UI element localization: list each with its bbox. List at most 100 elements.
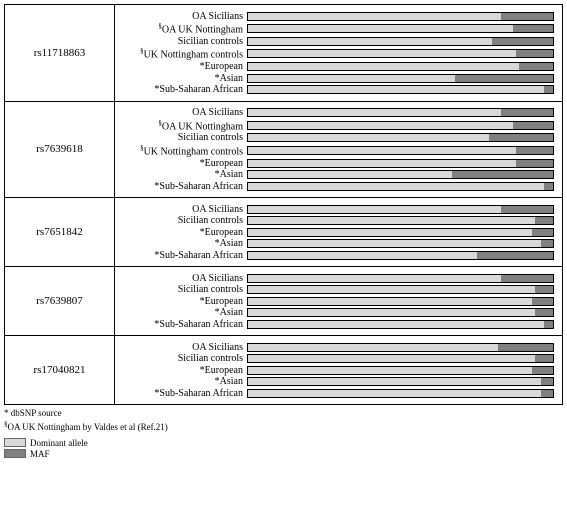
- bar-row: *Asian: [119, 169, 554, 180]
- bar-row: §UK Nottingham controls: [119, 47, 554, 60]
- population-label: *Asian: [119, 169, 247, 180]
- segment-dominant: [248, 38, 492, 45]
- segment-maf: [477, 252, 553, 259]
- population-label: OA Sicilians: [119, 342, 247, 353]
- segment-dominant: [248, 240, 541, 247]
- snp-panel: rs17040821OA SiciliansSicilian controls*…: [4, 335, 563, 405]
- segment-dominant: [248, 321, 544, 328]
- footnote-section-text: OA UK Nottingham by Valdes et al (Ref.21…: [8, 422, 168, 432]
- bars-group: OA SiciliansSicilian controls*European*A…: [115, 198, 562, 266]
- stacked-bar: [247, 366, 554, 375]
- segment-maf: [535, 217, 553, 224]
- bar-row: OA Sicilians: [119, 273, 554, 284]
- legend-dominant: Dominant allele: [4, 438, 563, 448]
- segment-maf: [519, 63, 553, 70]
- segment-maf: [532, 367, 553, 374]
- stacked-bar: [247, 274, 554, 283]
- legend-label-maf: MAF: [30, 449, 50, 459]
- bar-row: *Asian: [119, 73, 554, 84]
- segment-maf: [489, 134, 553, 141]
- bar-row: OA Sicilians: [119, 204, 554, 215]
- segment-maf: [541, 390, 553, 397]
- segment-maf: [513, 122, 553, 129]
- legend-swatch-dominant: [4, 438, 26, 447]
- population-label: OA Sicilians: [119, 273, 247, 284]
- bar-row: *Asian: [119, 376, 554, 387]
- population-label: §OA UK Nottingham: [119, 119, 247, 132]
- bars-group: OA SiciliansSicilian controls*European*A…: [115, 336, 562, 404]
- bars-group: OA SiciliansSicilian controls*European*A…: [115, 267, 562, 335]
- segment-maf: [501, 206, 553, 213]
- bar-row: *European: [119, 158, 554, 169]
- stacked-bar: [247, 108, 554, 117]
- stacked-bar: [247, 74, 554, 83]
- segment-dominant: [248, 298, 532, 305]
- population-label: §UK Nottingham controls: [119, 47, 247, 60]
- segment-maf: [501, 275, 553, 282]
- stacked-bar: [247, 239, 554, 248]
- segment-maf: [544, 321, 553, 328]
- stacked-bar: [247, 308, 554, 317]
- stacked-bar: [247, 343, 554, 352]
- population-label: OA Sicilians: [119, 11, 247, 22]
- population-label: *Asian: [119, 73, 247, 84]
- stacked-bar: [247, 285, 554, 294]
- segment-dominant: [248, 75, 455, 82]
- segment-maf: [532, 229, 553, 236]
- bar-row: Sicilian controls: [119, 132, 554, 143]
- segment-dominant: [248, 355, 535, 362]
- snp-id: rs7639618: [5, 102, 115, 198]
- segment-dominant: [248, 286, 535, 293]
- segment-dominant: [248, 183, 544, 190]
- stacked-bar: [247, 146, 554, 155]
- population-label: OA Sicilians: [119, 107, 247, 118]
- population-label: Sicilian controls: [119, 353, 247, 364]
- bar-row: Sicilian controls: [119, 36, 554, 47]
- segment-dominant: [248, 109, 501, 116]
- population-label: *Sub-Saharan African: [119, 181, 247, 192]
- snp-id: rs7651842: [5, 198, 115, 266]
- bar-row: Sicilian controls: [119, 353, 554, 364]
- population-label: *European: [119, 227, 247, 238]
- population-label: *Sub-Saharan African: [119, 388, 247, 399]
- legend-swatch-maf: [4, 449, 26, 458]
- segment-dominant: [248, 229, 532, 236]
- bar-row: §OA UK Nottingham: [119, 22, 554, 35]
- bar-row: §UK Nottingham controls: [119, 144, 554, 157]
- stacked-bar: [247, 85, 554, 94]
- stacked-bar: [247, 121, 554, 130]
- stacked-bar: [247, 170, 554, 179]
- legend: Dominant allele MAF: [4, 433, 563, 459]
- stacked-bar: [247, 216, 554, 225]
- segment-maf: [501, 13, 553, 20]
- bar-row: *Sub-Saharan African: [119, 388, 554, 399]
- population-label: *Asian: [119, 307, 247, 318]
- stacked-bar: [247, 228, 554, 237]
- stacked-bar: [247, 49, 554, 58]
- segment-maf: [501, 109, 553, 116]
- segment-dominant: [248, 147, 516, 154]
- stacked-bar: [247, 133, 554, 142]
- segment-maf: [535, 309, 553, 316]
- segment-maf: [532, 298, 553, 305]
- segment-dominant: [248, 86, 544, 93]
- bar-row: OA Sicilians: [119, 342, 554, 353]
- stacked-bar: [247, 377, 554, 386]
- segment-maf: [544, 183, 553, 190]
- stacked-bar: [247, 37, 554, 46]
- bar-row: *Sub-Saharan African: [119, 319, 554, 330]
- segment-dominant: [248, 160, 516, 167]
- bar-row: *Sub-Saharan African: [119, 250, 554, 261]
- segment-dominant: [248, 122, 513, 129]
- segment-maf: [516, 160, 553, 167]
- stacked-bar: [247, 297, 554, 306]
- segment-maf: [535, 286, 553, 293]
- bar-row: OA Sicilians: [119, 11, 554, 22]
- snp-panel: rs7651842OA SiciliansSicilian controls*E…: [4, 197, 563, 266]
- bars-group: OA Sicilians§OA UK NottinghamSicilian co…: [115, 102, 562, 198]
- bar-row: OA Sicilians: [119, 107, 554, 118]
- bar-row: *European: [119, 61, 554, 72]
- segment-dominant: [248, 344, 498, 351]
- population-label: *Sub-Saharan African: [119, 250, 247, 261]
- segment-maf: [513, 25, 553, 32]
